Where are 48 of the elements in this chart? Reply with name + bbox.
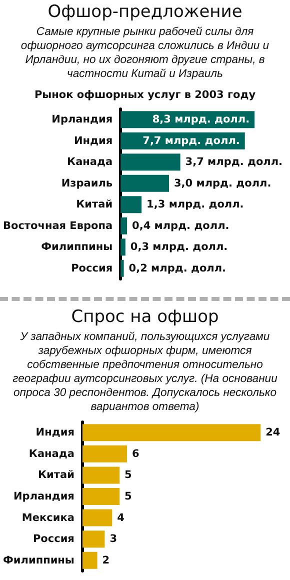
bar (120, 217, 128, 234)
bar (82, 424, 261, 442)
bar (82, 466, 120, 484)
y-tick-label: Филиппины (2, 554, 74, 566)
data-label: 5 (124, 490, 132, 502)
y-tick-label: Мексика (22, 512, 74, 524)
y-tick-label: Восточная Европа (2, 220, 113, 232)
data-label: 8,3 млрд. долл. (152, 114, 250, 126)
chart-title: Спрос на офшор (70, 307, 220, 327)
y-tick-label: Китай (76, 198, 113, 211)
data-label: 3,0 млрд. долл. (174, 177, 272, 190)
bar (120, 238, 126, 256)
y-tick-label: Израиль (61, 177, 113, 190)
bar (82, 530, 105, 548)
bar (120, 174, 169, 192)
chart-title: Офшор-предложение (46, 2, 244, 22)
y-tick-label: Россия (32, 533, 74, 546)
data-label: 0,3 млрд. долл. (130, 241, 228, 254)
data-label: 1,3 млрд. долл. (146, 198, 244, 211)
data-label: 0,2 млрд. долл. (128, 262, 226, 274)
y-tick-label: Филиппины (41, 241, 113, 254)
bar (120, 154, 180, 171)
data-label: 0,4 млрд. долл. (132, 220, 230, 232)
bar (120, 260, 124, 277)
y-tick-label: Индия (36, 426, 74, 439)
y-tick-label: Канада (28, 448, 74, 460)
bar (82, 552, 98, 569)
y-tick-label: Канада (66, 156, 113, 168)
y-tick-label: Индия (74, 134, 113, 147)
chart-subtitle: Самые крупные рынки рабочей силы для офшорного аутсорсинга сложились в Индии и Ирландии, но их догоняют другие страны, в частности Китай и Израиль (20, 25, 270, 81)
data-label: 24 (266, 426, 280, 439)
y-tick-label: Ирландия (52, 114, 113, 126)
text: Рынок офшорных услуг в 2003 году (33, 89, 257, 101)
bar (120, 196, 142, 214)
chart-subtitle: У западных компаний, пользующихся услугами зарубежных офшорных фирм, имеются собственные предпочтения относительно географии аутсорсинговых услуг. (На основании опроса 30 респондентов. Допускалось несколько вариантов ответа) (12, 330, 278, 414)
bar (82, 509, 112, 526)
bar (82, 488, 120, 505)
data-label: 4 (117, 512, 124, 524)
y-tick-label: Россия (71, 262, 113, 274)
data-label: 3 (110, 533, 118, 546)
data-label: 6 (132, 448, 140, 460)
y-tick-label: Ирландия (14, 490, 74, 502)
data-label: 2 (102, 554, 110, 566)
data-label: 3,7 млрд. долл. (185, 156, 283, 168)
bar (82, 445, 127, 462)
data-label: 5 (124, 469, 132, 482)
y-tick-label: Китай (38, 469, 74, 482)
data-label: 7,7 млрд. долл. (142, 134, 240, 147)
